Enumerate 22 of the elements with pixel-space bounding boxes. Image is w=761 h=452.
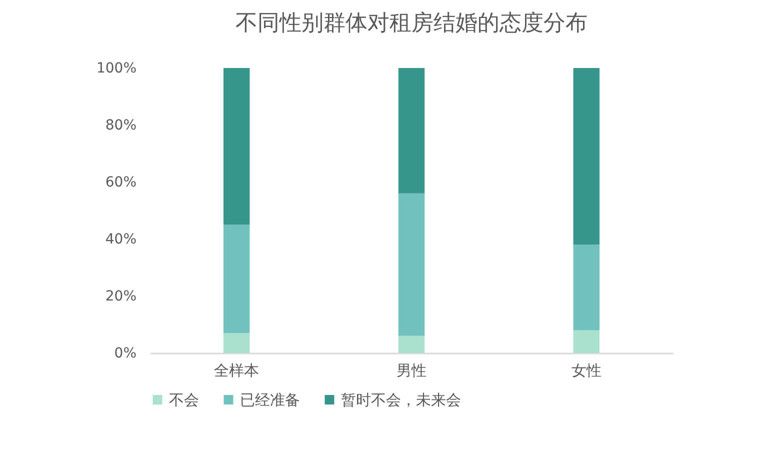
y-tick-label: 20% xyxy=(105,288,136,304)
bar xyxy=(398,68,425,194)
bar xyxy=(398,336,425,353)
y-tick-label: 60% xyxy=(105,174,136,190)
legend-label: 暂时不会，未来会 xyxy=(341,390,461,409)
bar xyxy=(223,68,250,225)
bar xyxy=(223,224,250,334)
y-tick-label: 40% xyxy=(105,232,136,248)
y-tick-label: 100% xyxy=(96,60,136,76)
x-tick-label: 男性 xyxy=(396,362,426,380)
chart-title: 不同性别群体对租房结婚的态度分布 xyxy=(236,11,588,36)
bar xyxy=(398,193,425,336)
bar xyxy=(223,333,250,353)
bar xyxy=(573,68,600,245)
bar xyxy=(573,330,600,353)
y-tick-label: 0% xyxy=(114,346,136,362)
x-tick-label: 全样本 xyxy=(214,362,260,380)
x-tick-label: 女性 xyxy=(571,362,602,380)
legend-label: 不会 xyxy=(169,390,199,409)
bar xyxy=(573,244,600,330)
y-tick-label: 80% xyxy=(105,118,136,134)
legend-label: 已经准备 xyxy=(240,390,300,409)
